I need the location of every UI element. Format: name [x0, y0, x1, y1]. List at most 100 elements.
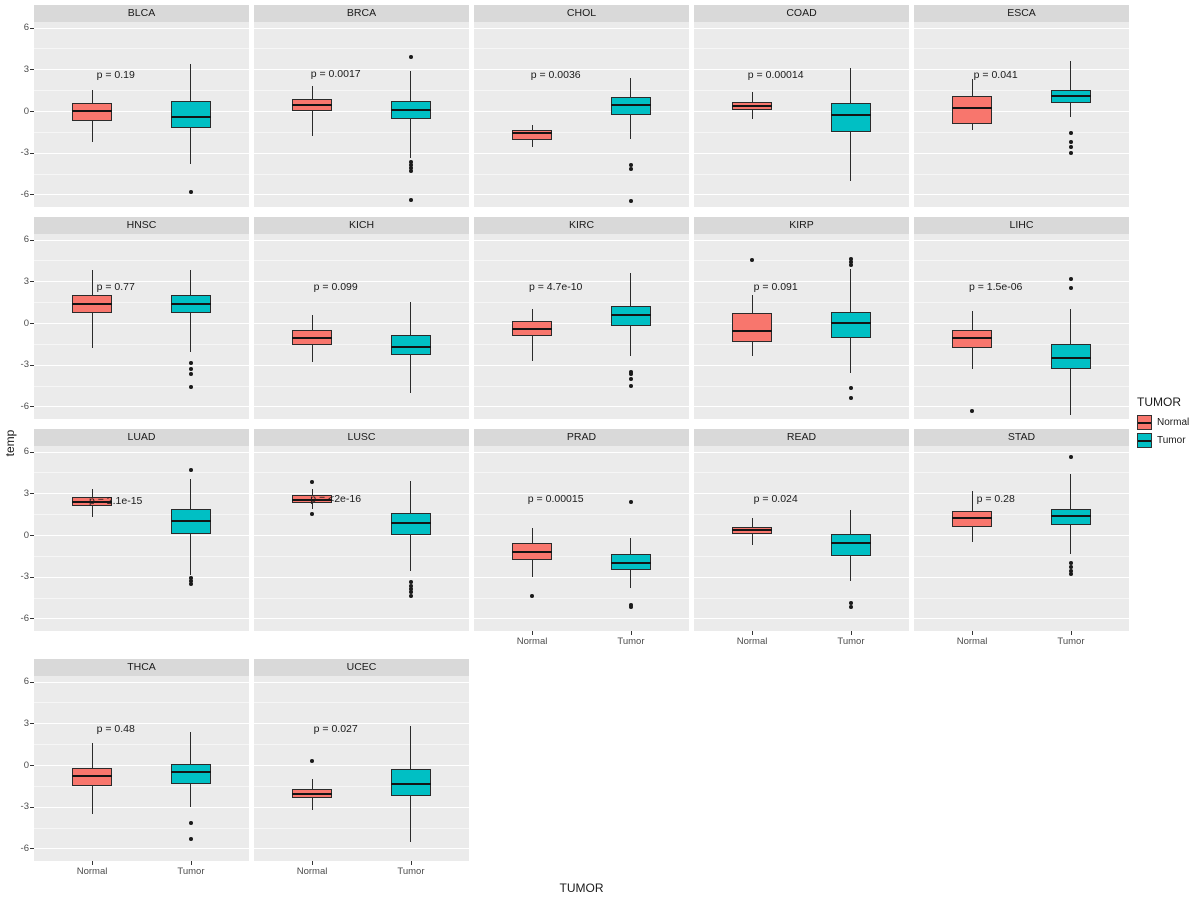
x-tick-mark: [752, 631, 754, 635]
facet-lusc: LUSC p = <2e-16: [254, 429, 469, 649]
facet-kirp: KIRP p = 0.091: [694, 217, 909, 419]
gridline-minor: [34, 827, 249, 829]
gridline-minor: [914, 343, 1129, 345]
y-tick-label: -3: [20, 801, 29, 813]
gridline-major: [34, 493, 249, 495]
gridline-major: [694, 194, 909, 196]
facet-panel: p = 0.099: [254, 234, 469, 419]
p-value-label: p = 0.0017: [310, 67, 361, 80]
gridline-minor: [474, 555, 689, 557]
p-value-label: p = 0.00014: [747, 69, 804, 82]
gridline-major: [254, 323, 469, 325]
gridline-major: [254, 281, 469, 283]
p-value-label: p = 4.7e-10: [528, 281, 583, 294]
facet-panel: p = 0.091: [694, 234, 909, 419]
gridline-major: [34, 152, 249, 154]
legend-item-normal: Normal: [1137, 415, 1189, 430]
gridline-minor: [914, 385, 1129, 387]
facet-ucec: UCEC p = 0.027 Normal Tumor: [254, 659, 469, 879]
legend-label-normal: Normal: [1157, 417, 1190, 428]
gridline-minor: [694, 385, 909, 387]
gridline-major: [34, 323, 249, 325]
x-tick-mark: [190, 861, 192, 865]
gridline-major: [34, 27, 249, 29]
facet-panel: p = 0.0036: [474, 22, 689, 207]
outlier-normal: [750, 258, 755, 263]
facet-strip: BLCA: [34, 5, 249, 22]
gridline-minor: [694, 302, 909, 304]
y-tick-mark: [30, 618, 34, 620]
gridline-minor: [254, 131, 469, 133]
x-tick-mark: [532, 631, 534, 635]
median-normal: [732, 105, 773, 108]
x-tick-label: Normal: [736, 636, 768, 647]
gridline-major: [694, 535, 909, 537]
facet-strip: KIRC: [474, 217, 689, 234]
outlier-normal: [310, 758, 315, 763]
box-tumor: [390, 769, 431, 796]
boxplot-median-glyph: [1138, 440, 1151, 442]
facet-grid: BLCA -6 -3 0 3 6 p = 0.19 BRCA p = 0.0017 CHOL p =…: [21, 5, 1129, 879]
outlier-tumor: [848, 386, 853, 391]
facet-brca: BRCA p = 0.0017: [254, 5, 469, 207]
outlier-tumor: [408, 594, 413, 599]
box-normal: [732, 313, 773, 343]
gridline-major: [914, 364, 1129, 366]
x-tick-label: Tumor: [177, 866, 205, 877]
facet-strip: KIRP: [694, 217, 909, 234]
facet-panel: p = 0.024: [694, 446, 909, 631]
gridline-minor: [914, 131, 1129, 133]
gridline-major: [254, 848, 469, 850]
gridline-major: [694, 27, 909, 29]
y-tick-mark: [30, 69, 34, 71]
gridline-major: [474, 69, 689, 71]
gridline-minor: [694, 48, 909, 50]
gridline-minor: [474, 131, 689, 133]
median-normal: [732, 329, 773, 332]
gridline-minor: [914, 260, 1129, 262]
facet-panel: p = 0.00014: [694, 22, 909, 207]
gridline-major: [34, 765, 249, 767]
facet-strip: STAD: [914, 429, 1129, 446]
y-tick-label: 6: [23, 446, 29, 458]
gridline-minor: [254, 302, 469, 304]
box-normal: [952, 95, 993, 124]
x-tick-mark: [850, 631, 852, 635]
facet-prad: PRAD p = 0.00015 Normal Tumor: [474, 429, 689, 649]
x-axis-title: TUMOR: [559, 881, 604, 895]
gridline-major: [34, 194, 249, 196]
gridline-minor: [34, 514, 249, 516]
y-tick-mark: [30, 451, 34, 453]
facet-panel: -6 -3 0 3 6 p = 0.48: [21, 676, 249, 861]
gridline-major: [914, 281, 1129, 283]
y-tick-mark: [30, 765, 34, 767]
facet-hnsc: HNSC -6 -3 0 3 6 p = 0.77: [21, 217, 249, 419]
gridline-minor: [694, 555, 909, 557]
y-tick-label: 0: [23, 317, 29, 329]
legend-key-tumor-icon: [1137, 433, 1152, 448]
outlier-tumor: [628, 369, 633, 374]
gridline-minor: [474, 472, 689, 474]
gridline-minor: [474, 302, 689, 304]
gridline-minor: [914, 472, 1129, 474]
gridline-minor: [34, 90, 249, 92]
gridline-minor: [254, 702, 469, 704]
median-tumor: [170, 520, 211, 523]
gridline-major: [254, 239, 469, 241]
legend-key-normal-icon: [1137, 415, 1152, 430]
box-normal: [512, 129, 553, 141]
gridline-minor: [34, 597, 249, 599]
facet-panel: -6 -3 0 3 6 p = 0.19: [21, 22, 249, 207]
whisker-normal: [311, 85, 313, 137]
p-value-label: p = 0.027: [313, 723, 358, 736]
box-tumor: [610, 97, 651, 116]
gridline-major: [34, 406, 249, 408]
gridline-major: [694, 451, 909, 453]
y-tick-mark: [30, 281, 34, 283]
p-value-label: p = <2e-16: [310, 493, 362, 506]
median-tumor: [610, 561, 651, 564]
facet-strip: ESCA: [914, 5, 1129, 22]
outlier-tumor: [188, 385, 193, 389]
gridline-minor: [34, 302, 249, 304]
p-value-label: p = 0.77: [96, 281, 135, 294]
